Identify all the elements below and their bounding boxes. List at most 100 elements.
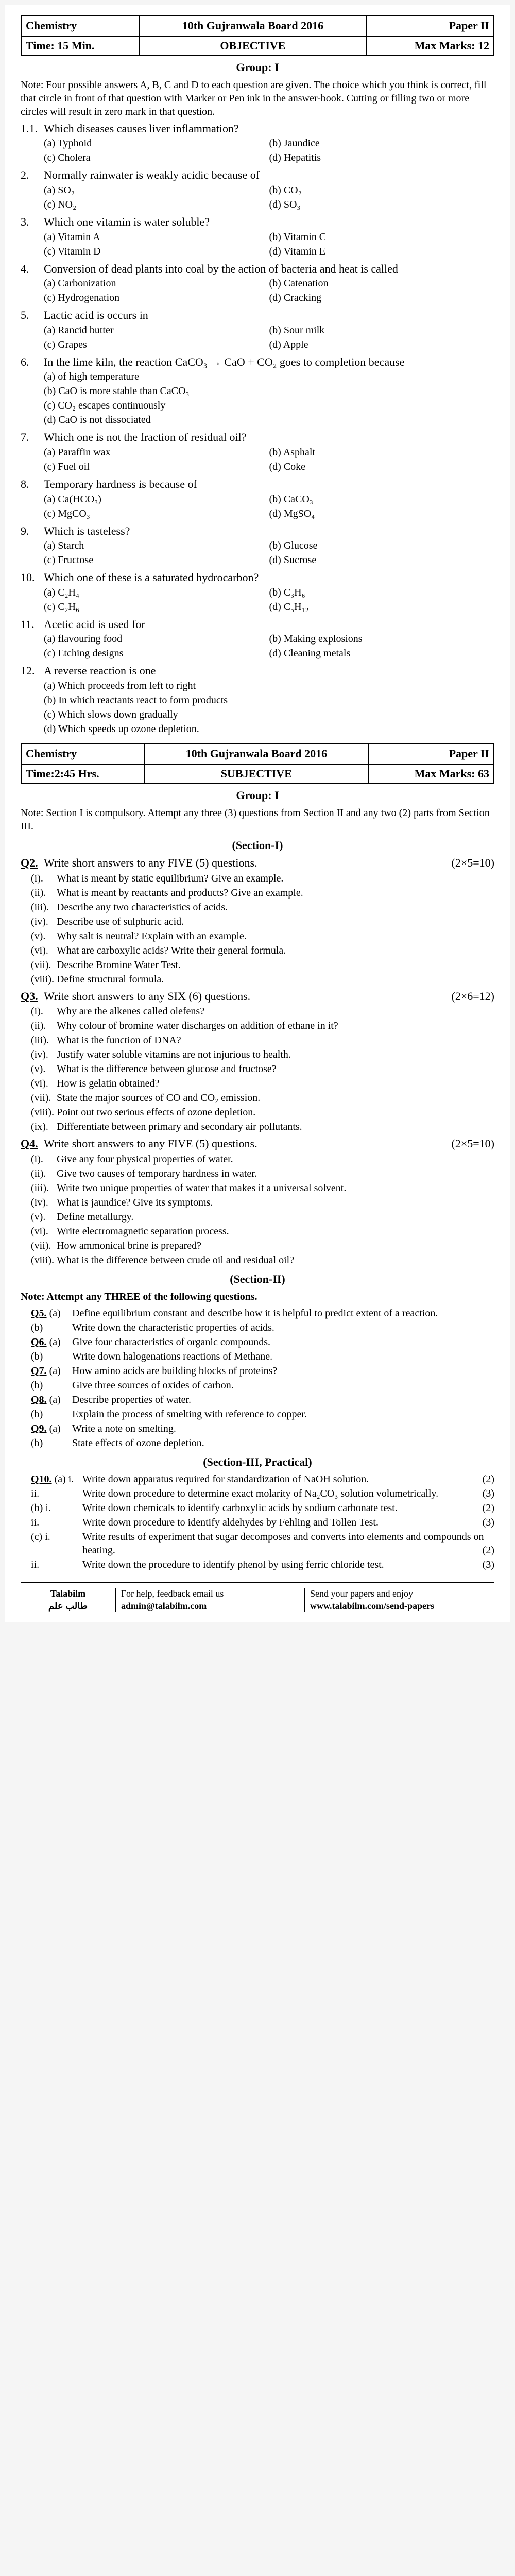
practical-num: ii.: [31, 1487, 82, 1500]
sub-question: (iii).Describe any two characteristics o…: [31, 901, 494, 914]
sub-text: Why are the alkenes called olefens?: [57, 1005, 494, 1018]
sub-num: (i).: [31, 1153, 57, 1166]
mcq-options: (a) Ca(HCO₃)(b) CaCO₃(c) MgCO₃(d) MgSO₄: [44, 492, 494, 521]
mcq-number: 4.: [21, 262, 44, 277]
mcq-option: (c) Fuel oil: [44, 460, 269, 474]
sq-marks: (2×6=12): [452, 989, 494, 1004]
mcq-option: (c) CO₂ escapes continuously: [44, 398, 269, 413]
mcq-option: (b) Sour milk: [269, 323, 495, 337]
mcq-text: Normally rainwater is weakly acidic beca…: [44, 168, 494, 183]
mcq-option: (b) Catenation: [269, 276, 495, 291]
page-footer: Talabilm طالب علم For help, feedback ema…: [21, 1582, 494, 1612]
lq-num: Q8. (a): [31, 1393, 72, 1406]
lq-num: (b): [31, 1321, 72, 1334]
lq-text: Write a note on smelting.: [72, 1422, 494, 1435]
mcq-option: [269, 707, 495, 722]
mcq-option: (d) Which speeds up ozone depletion.: [44, 722, 269, 736]
mcq-option: (d) CaO is not dissociated: [44, 413, 269, 427]
mcq-option: (d) Hepatitis: [269, 150, 495, 165]
mcq-option: (c) Cholera: [44, 150, 269, 165]
subject-cell-2: Chemistry: [21, 744, 144, 764]
lq-num: Q6. (a): [31, 1335, 72, 1349]
lq-num: Q5. (a): [31, 1307, 72, 1320]
mcq-option: (c) C₂H₆: [44, 600, 269, 614]
mcq-option: (b) In which reactants react to form pro…: [44, 693, 269, 707]
practical-marks: (2): [483, 1501, 494, 1515]
mcq-option: (d) Cracking: [269, 291, 495, 305]
mcq-option: (b) Vitamin C: [269, 230, 495, 244]
mcq-option: (d) Vitamin E: [269, 244, 495, 259]
mcq-option: [269, 693, 495, 707]
mcq-option: (d) Sucrose: [269, 553, 495, 567]
board-cell: 10th Gujranwala Board 2016: [139, 16, 367, 36]
lq-text: Explain the process of smelting with ref…: [72, 1408, 494, 1421]
mcq-option: (a) Starch: [44, 538, 269, 553]
sub-num: (vi).: [31, 1077, 57, 1090]
mcq-options: (a) flavouring food(b) Making explosions…: [44, 632, 494, 660]
sub-text: Describe Bromine Water Test.: [57, 958, 494, 972]
sub-num: (ii).: [31, 1167, 57, 1180]
help-text: For help, feedback email us: [121, 1588, 299, 1600]
long-question-part: (b)State effects of ozone depletion.: [31, 1436, 494, 1450]
sub-question: (ii).Give two causes of temporary hardne…: [31, 1167, 494, 1180]
sub-num: (vi).: [31, 944, 57, 957]
mcq-item: 11.Acetic acid is used for: [21, 617, 494, 632]
sub-text: What is meant by static equilibrium? Giv…: [57, 872, 494, 885]
mcq-options: (a) Starch(b) Glucose(c) Fructose(d) Suc…: [44, 538, 494, 567]
long-question-part: Q6. (a)Give four characteristics of orga…: [31, 1335, 494, 1349]
sub-question: (viii).Point out two serious effects of …: [31, 1106, 494, 1119]
mcq-number: 3.: [21, 215, 44, 230]
sub-question: (vi).How is gelatin obtained?: [31, 1077, 494, 1090]
mcq-option: (a) Ca(HCO₃): [44, 492, 269, 506]
sub-question: (iii).What is the function of DNA?: [31, 1033, 494, 1047]
mcq-option: (c) Vitamin D: [44, 244, 269, 259]
practical-item: ii.Write down procedure to identify alde…: [31, 1516, 494, 1529]
sub-num: (viii).: [31, 1253, 57, 1267]
group-label: Group: I: [21, 60, 494, 75]
practical-marks: (3): [483, 1558, 494, 1571]
sub-text: What is the difference between glucose a…: [57, 1062, 494, 1076]
section-2-title: (Section-II): [21, 1272, 494, 1287]
footer-send: Send your papers and enjoy www.talabilm.…: [305, 1588, 494, 1612]
lq-text: Give four characteristics of organic com…: [72, 1335, 494, 1349]
mcq-option: (b) Glucose: [269, 538, 495, 553]
mcq-option: (a) Paraffin wax: [44, 445, 269, 460]
sub-text: What are carboxylic acids? Write their g…: [57, 944, 494, 957]
sub-question: (vi).Write electromagnetic separation pr…: [31, 1225, 494, 1238]
mcq-number: 9.: [21, 524, 44, 539]
sub-question: (i).What is meant by static equilibrium?…: [31, 872, 494, 885]
question-2: Q2.Write short answers to any FIVE (5) q…: [21, 856, 494, 986]
sub-question: (vii).State the major sources of CO and …: [31, 1091, 494, 1105]
mcq-text: Which diseases causes liver inflammation…: [44, 122, 494, 137]
practical-item: ii.Write down the procedure to identify …: [31, 1558, 494, 1571]
mcq-number: 1.1.: [21, 122, 44, 137]
mcq-text: Which is tasteless?: [44, 524, 494, 539]
sub-text: Define structural formula.: [57, 973, 494, 986]
sub-question: (ii).What is meant by reactants and prod…: [31, 886, 494, 900]
mcq-option: (d) MgSO₄: [269, 506, 495, 521]
sub-question: (vi).What are carboxylic acids? Write th…: [31, 944, 494, 957]
sub-text: Why salt is neutral? Explain with an exa…: [57, 929, 494, 943]
sub-text: State the major sources of CO and CO₂ em…: [57, 1091, 494, 1105]
lq-text: Write down the characteristic properties…: [72, 1321, 494, 1334]
sub-question: (i).Why are the alkenes called olefens?: [31, 1005, 494, 1018]
footer-brand: Talabilm طالب علم: [21, 1588, 115, 1612]
brand-ar: طالب علم: [21, 1600, 115, 1612]
question-3: Q3.Write short answers to any SIX (6) qu…: [21, 989, 494, 1134]
exam-paper: Chemistry 10th Gujranwala Board 2016 Pap…: [5, 5, 510, 1622]
mcq-option: (c) Fructose: [44, 553, 269, 567]
mcq-option: [269, 384, 495, 398]
practical-text: Write down procedure to identify aldehyd…: [82, 1516, 494, 1529]
mcq-item: 6.In the lime kiln, the reaction CaCO₃ →…: [21, 355, 494, 370]
sub-question: (viii).Define structural formula.: [31, 973, 494, 986]
mcq-option: (c) NO₂: [44, 197, 269, 212]
subjective-note: Note: Section I is compulsory. Attempt a…: [21, 806, 494, 833]
sq-number: Q2.: [21, 856, 44, 871]
mcq-option: (c) Which slows down gradually: [44, 707, 269, 722]
subject-cell: Chemistry: [21, 16, 139, 36]
practical-marks: (2): [483, 1472, 494, 1486]
sub-text: Describe use of sulphuric acid.: [57, 915, 494, 928]
subjective-header: Chemistry 10th Gujranwala Board 2016 Pap…: [21, 743, 494, 784]
help-email: admin@talabilm.com: [121, 1600, 299, 1612]
mcq-option: (a) flavouring food: [44, 632, 269, 646]
